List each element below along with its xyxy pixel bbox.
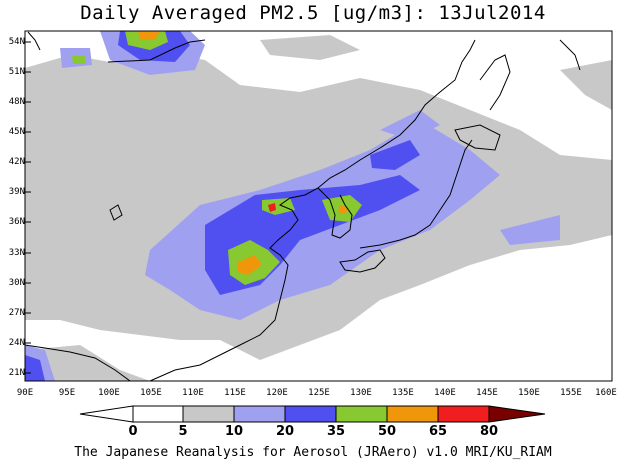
lon-label: 155E bbox=[560, 388, 582, 398]
lon-label: 160E bbox=[595, 388, 617, 398]
lon-label: 135E bbox=[392, 388, 414, 398]
colorbar-label: 80 bbox=[479, 424, 499, 439]
lat-label: 21N bbox=[8, 368, 25, 378]
lon-label: 145E bbox=[476, 388, 498, 398]
lon-label: 115E bbox=[224, 388, 246, 398]
colorbar bbox=[79, 405, 546, 423]
band-50-65 bbox=[138, 31, 348, 275]
lon-label: 95E bbox=[58, 388, 76, 398]
colorbar-label: 0 bbox=[128, 424, 138, 439]
lon-label: 105E bbox=[140, 388, 162, 398]
colorbar-label: 65 bbox=[428, 424, 448, 439]
colorbar-swatch-65 bbox=[437, 405, 490, 423]
lat-label: 48N bbox=[8, 97, 25, 107]
lat-label: 33N bbox=[8, 248, 25, 258]
colorbar-swatch-35 bbox=[335, 405, 388, 423]
band-65-80 bbox=[268, 203, 276, 212]
colorbar-label: 35 bbox=[326, 424, 346, 439]
axis-ticks bbox=[25, 41, 31, 374]
lon-label: 110E bbox=[182, 388, 204, 398]
lon-label: 150E bbox=[518, 388, 540, 398]
lon-label: 140E bbox=[434, 388, 456, 398]
map-frame bbox=[24, 30, 613, 382]
lat-label: 54N bbox=[8, 37, 25, 47]
map-title: Daily Averaged PM2.5 [ug/m3]: 13Jul2014 bbox=[80, 2, 546, 24]
colorbar-swatch-20 bbox=[284, 405, 337, 423]
lat-label: 36N bbox=[8, 217, 25, 227]
colorbar-arrow-low bbox=[79, 405, 134, 423]
credit-line: The Japanese Reanalysis for Aerosol (JRA… bbox=[74, 445, 552, 460]
lon-label: 90E bbox=[16, 388, 34, 398]
colorbar-arrow-high bbox=[488, 405, 546, 423]
lat-label: 39N bbox=[8, 187, 25, 197]
colorbar-swatch-10 bbox=[233, 405, 286, 423]
colorbar-label: 50 bbox=[377, 424, 397, 439]
lat-label: 42N bbox=[8, 157, 25, 167]
colorbar-label: 5 bbox=[178, 424, 188, 439]
colorbar-swatch-50 bbox=[386, 405, 439, 423]
lat-label: 51N bbox=[8, 67, 25, 77]
colorbar-swatch-0 bbox=[132, 405, 184, 423]
lon-label: 125E bbox=[308, 388, 330, 398]
lon-label: 100E bbox=[98, 388, 120, 398]
colorbar-label: 10 bbox=[224, 424, 244, 439]
lat-label: 45N bbox=[8, 127, 25, 137]
lat-label: 27N bbox=[8, 308, 25, 318]
lon-label: 130E bbox=[350, 388, 372, 398]
lat-label: 30N bbox=[8, 278, 25, 288]
colorbar-swatch-5 bbox=[182, 405, 235, 423]
lon-label: 120E bbox=[266, 388, 288, 398]
lat-label: 24N bbox=[8, 338, 25, 348]
colorbar-label: 20 bbox=[275, 424, 295, 439]
coastlines bbox=[24, 31, 581, 382]
